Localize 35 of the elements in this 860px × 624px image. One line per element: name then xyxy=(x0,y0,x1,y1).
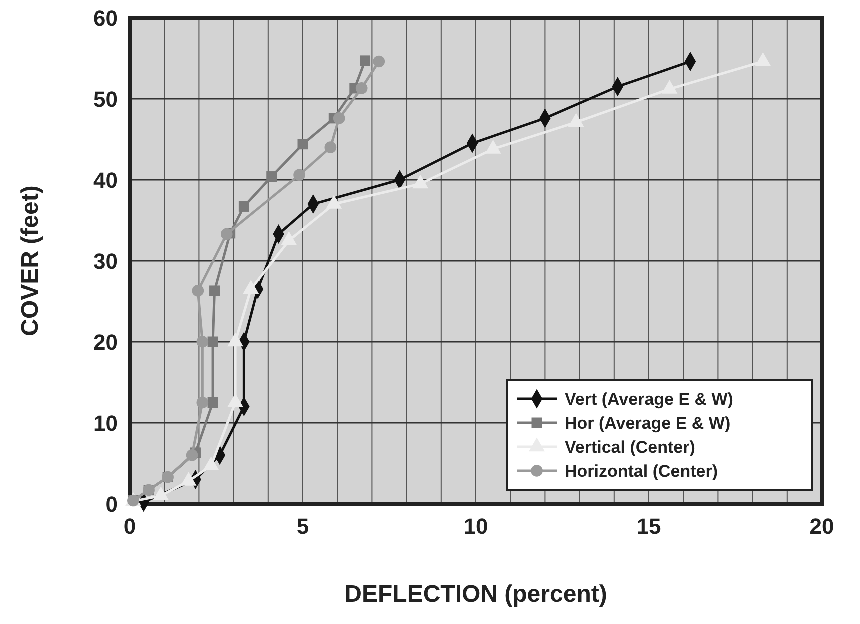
point xyxy=(360,56,371,66)
point xyxy=(373,56,386,68)
x-tick-label: 10 xyxy=(464,514,488,539)
legend-label: Vert (Average E & W) xyxy=(565,390,734,409)
point xyxy=(238,201,250,212)
point xyxy=(196,396,209,409)
y-tick-label: 10 xyxy=(94,411,118,436)
y-tick-label: 0 xyxy=(106,492,118,517)
x-tick-label: 15 xyxy=(636,514,662,539)
point xyxy=(208,336,218,348)
legend-label: Vertical (Center) xyxy=(565,438,696,457)
point xyxy=(186,449,198,462)
point xyxy=(220,228,233,240)
y-tick-label: 50 xyxy=(94,87,118,112)
point xyxy=(208,398,218,408)
y-tick-label: 30 xyxy=(94,249,118,274)
x-tick-label: 20 xyxy=(810,514,834,539)
point xyxy=(266,172,278,182)
x-tick-label: 0 xyxy=(124,514,136,539)
y-tick-label: 20 xyxy=(94,330,118,355)
point xyxy=(324,142,337,154)
point xyxy=(196,336,209,348)
x-tick-label: 5 xyxy=(296,514,310,539)
point xyxy=(192,285,204,297)
y-tick-label: 60 xyxy=(94,6,118,31)
point xyxy=(210,286,220,296)
legend-label: Hor (Average E & W) xyxy=(565,414,731,433)
x-axis-title: DEFLECTION (percent) xyxy=(344,581,608,608)
point xyxy=(356,82,368,94)
y-axis-title: COVER (feet) xyxy=(17,186,44,336)
point xyxy=(298,139,308,150)
y-tick-label: 40 xyxy=(94,168,118,193)
point xyxy=(333,112,346,124)
point xyxy=(294,169,306,182)
legend-label: Horizontal (Center) xyxy=(565,462,718,481)
